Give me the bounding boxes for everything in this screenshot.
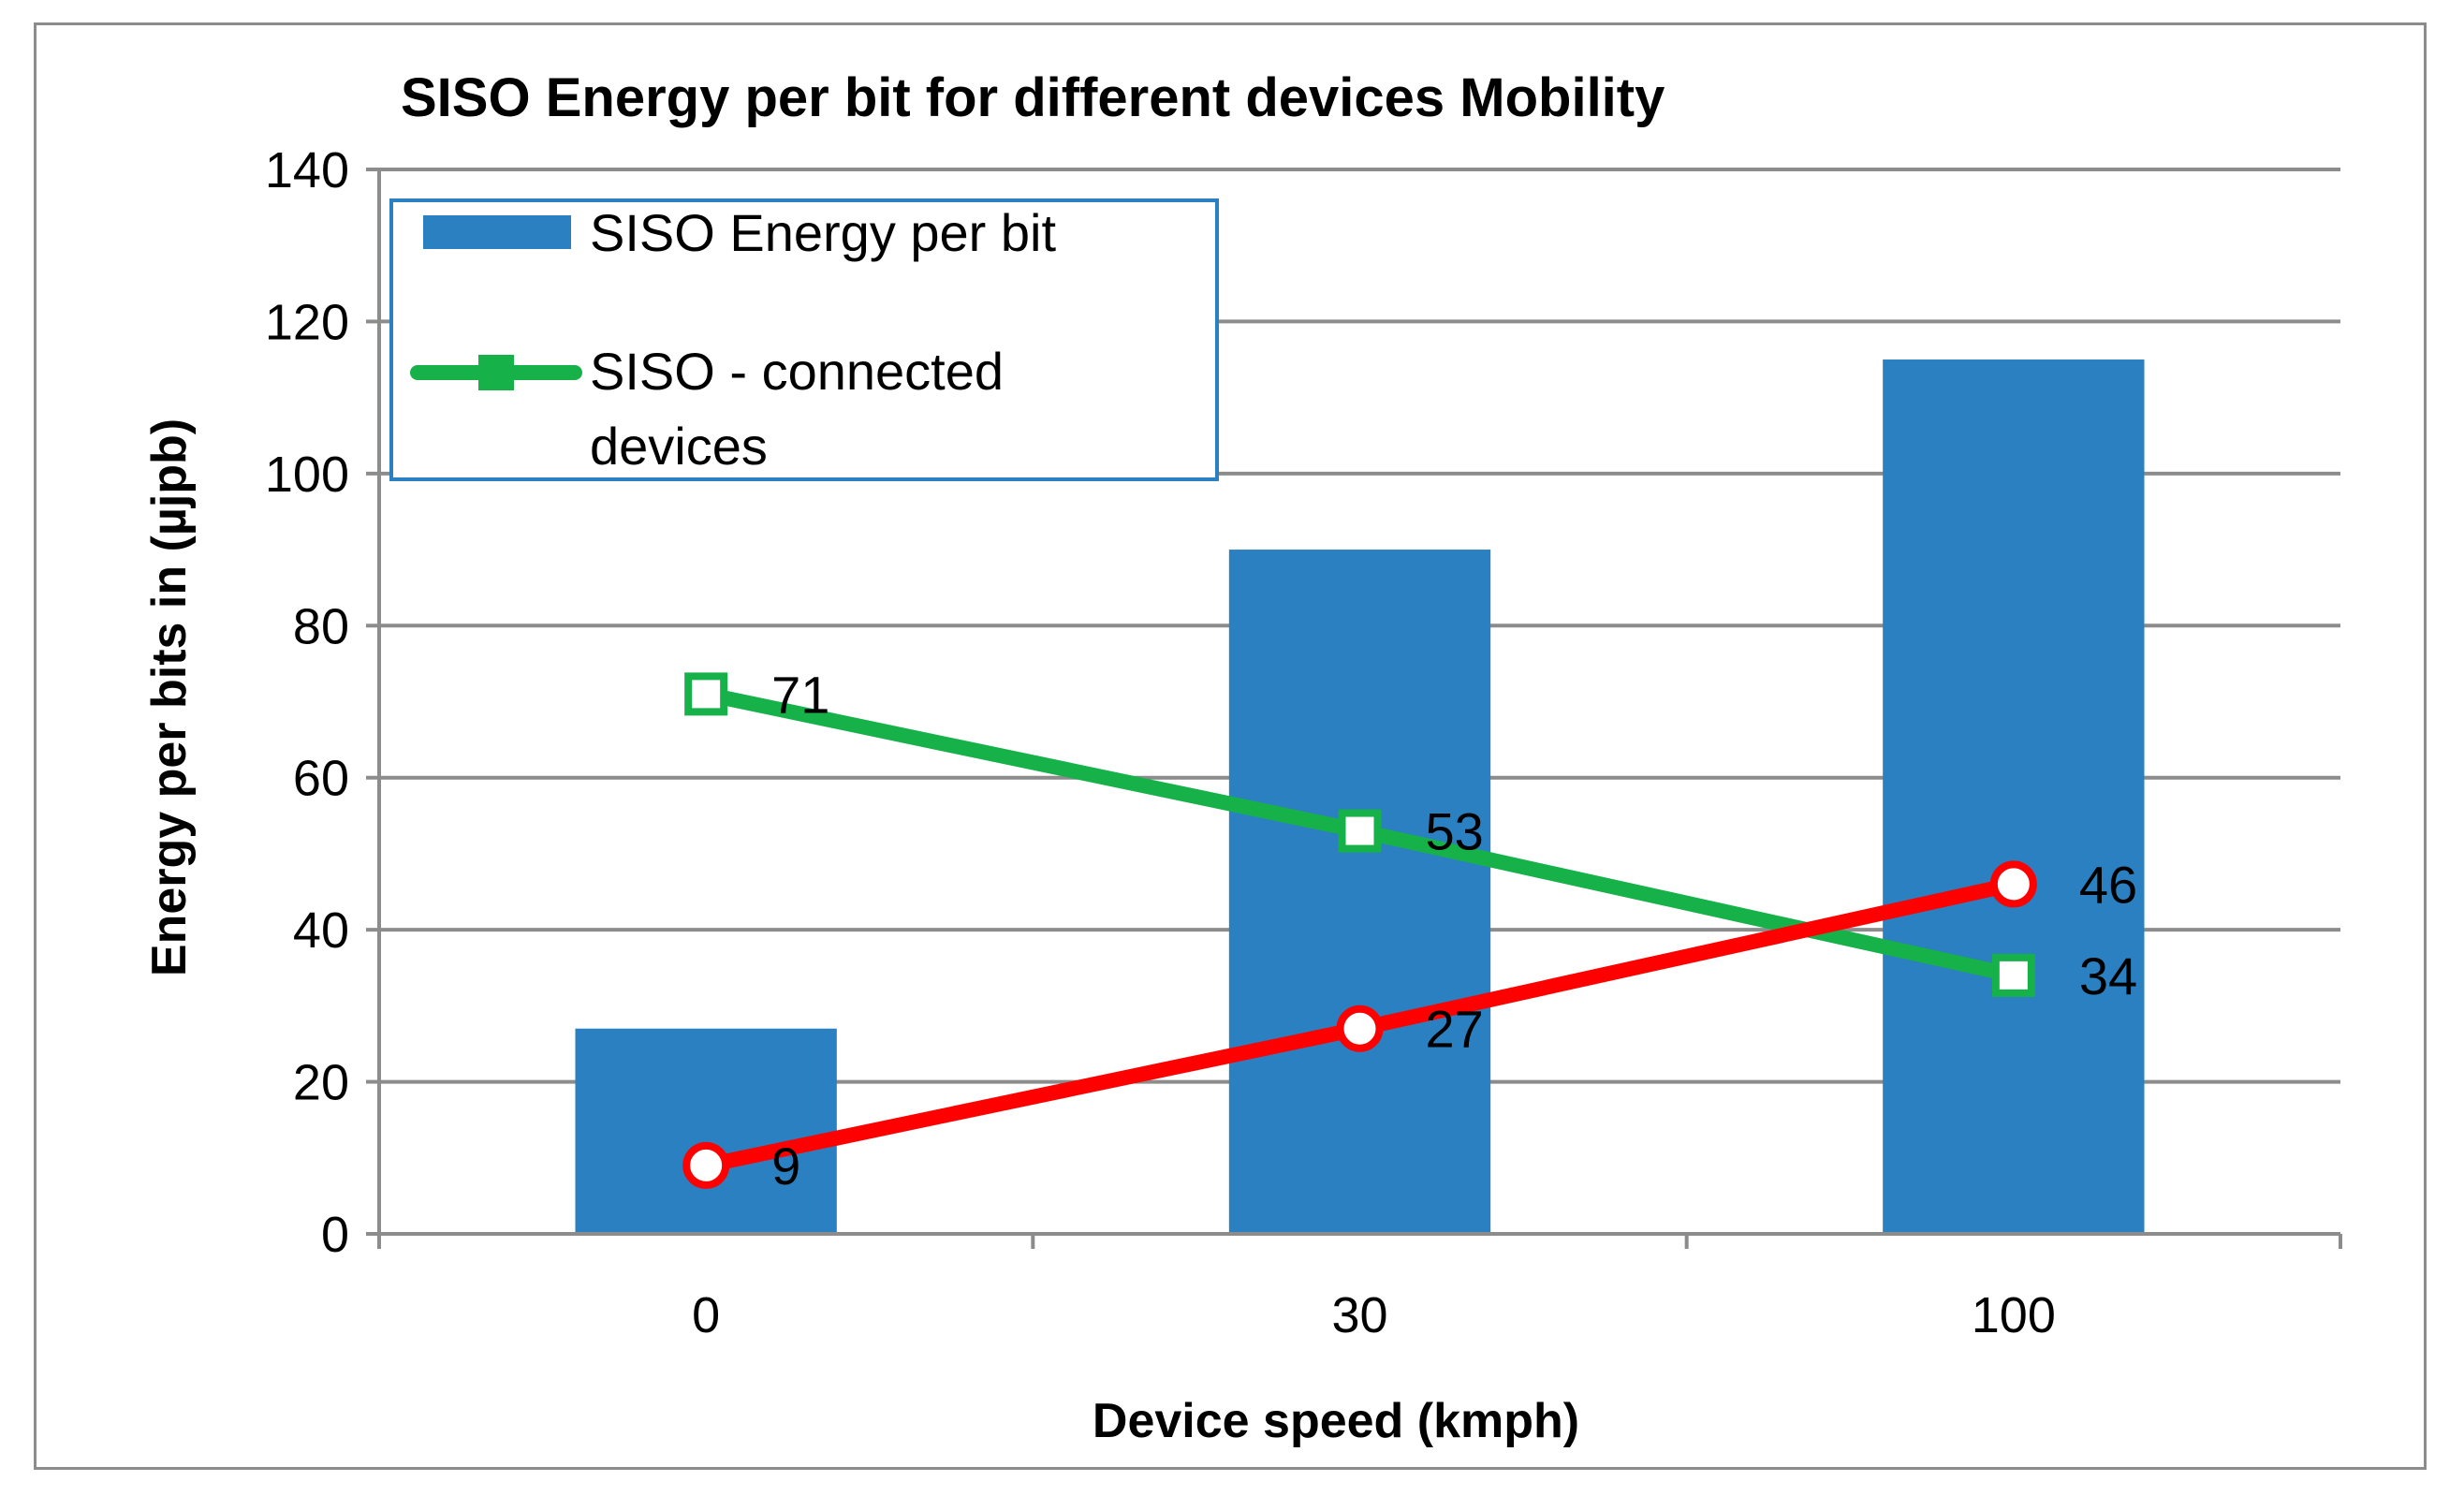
data-label: 53: [1426, 802, 1484, 861]
bar: [575, 1028, 837, 1234]
legend: SISO Energy per bit SISO - connected devic…: [389, 198, 1219, 481]
chart-title: SISO Energy per bit for different device…: [401, 67, 1665, 128]
y-tick-label: 40: [293, 902, 349, 959]
y-tick-label: 140: [265, 142, 349, 198]
square-marker: [684, 672, 728, 716]
x-tick-label: 0: [692, 1287, 720, 1343]
data-label: 46: [2079, 855, 2137, 914]
x-tick-label: 30: [1331, 1287, 1387, 1343]
axes: 0 20 40 60 80 100 120 140 0 30 100: [265, 142, 2342, 1343]
x-tick-label: 100: [1972, 1287, 2056, 1343]
legend-label: SISO - connected: [590, 342, 1004, 401]
legend-label: SISO Energy per bit: [590, 203, 1056, 262]
data-labels: 71 53 34 9 27 46: [771, 665, 2137, 1195]
legend-label: devices: [590, 417, 768, 476]
data-label: 9: [771, 1137, 800, 1195]
bar: [1883, 359, 2145, 1234]
legend-square-marker: [478, 355, 514, 390]
y-axis-title: Energy per bits in (µjpb): [142, 418, 197, 976]
lines: [682, 672, 2037, 1189]
legend-bar-swatch: [423, 215, 571, 249]
circle-marker: [682, 1141, 730, 1189]
bar: [1228, 550, 1491, 1234]
data-label: 71: [771, 665, 829, 724]
y-tick-label: 0: [321, 1207, 349, 1263]
y-tick-label: 80: [293, 598, 349, 654]
data-label: 34: [2079, 946, 2137, 1005]
square-marker: [1338, 809, 1382, 853]
y-tick-label: 60: [293, 751, 349, 807]
y-tick-label: 120: [265, 294, 349, 350]
bars: [575, 359, 2145, 1234]
data-label: 27: [1426, 1000, 1484, 1059]
circle-marker: [1336, 1005, 1384, 1052]
y-tick-label: 20: [293, 1055, 349, 1111]
y-tick-label: 100: [265, 447, 349, 503]
circle-marker: [1989, 860, 2037, 908]
x-axis-title: Device speed (kmph): [1093, 1394, 1579, 1448]
square-marker: [1991, 953, 2035, 997]
